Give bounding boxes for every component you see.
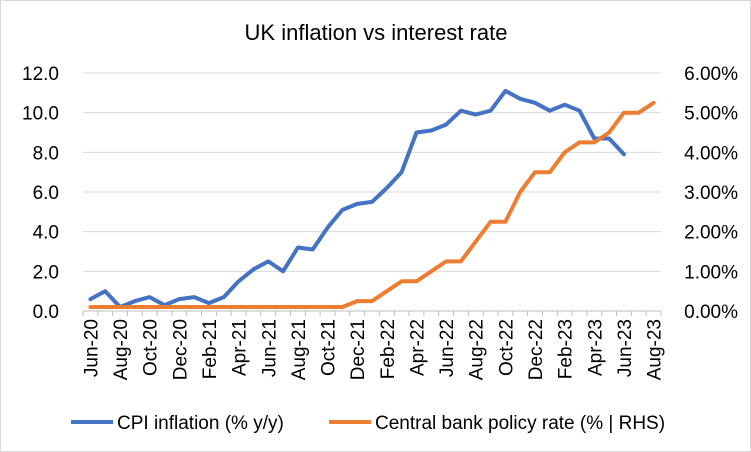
x-axis: Jun-20 Aug-20 Oct-20 Dec-20 Feb-21 Apr-21 Jun-…: [81, 310, 666, 380]
x-tick-label: Jun-22: [437, 319, 458, 377]
legend-label-policy-rate: Central bank policy rate (% | RHS): [375, 413, 665, 434]
y-left-tick-label: 6.0: [33, 183, 59, 204]
x-tick-label: Aug-20: [111, 319, 132, 380]
right-axis: 0.00% 1.00% 2.00% 3.00% 4.00% 5.00% 6.00%: [684, 64, 738, 323]
legend: CPI inflation (% y/y) Central bank polic…: [71, 413, 665, 434]
series-line-policy-rate: [88, 100, 656, 309]
x-tick-label: Feb-23: [556, 319, 577, 379]
x-tick-label: Dec-22: [526, 319, 547, 380]
y-right-tick-label: 0.00%: [684, 302, 738, 323]
y-right-tick-label: 1.00%: [684, 262, 738, 283]
x-tick-label: Jun-23: [615, 319, 636, 377]
x-tick-label: Oct-22: [496, 319, 517, 376]
x-tick-label: Apr-23: [585, 319, 606, 376]
y-left-tick-label: 8.0: [33, 143, 59, 164]
y-left-tick-label: 12.0: [22, 64, 59, 85]
series-line-cpi: [88, 88, 626, 309]
y-right-tick-label: 4.00%: [684, 143, 738, 164]
y-right-tick-label: 2.00%: [684, 223, 738, 244]
x-tick-label: Aug-22: [467, 319, 488, 380]
x-tick-label: Jun-21: [259, 319, 280, 377]
x-tick-label: Feb-21: [200, 319, 221, 379]
x-tick-label: Oct-20: [141, 319, 162, 376]
x-tick-label: Feb-22: [378, 319, 399, 379]
series-layer: [88, 88, 656, 309]
x-tick-label: Apr-21: [230, 319, 251, 376]
x-tick-label: Dec-21: [348, 319, 369, 380]
x-tick-label: Aug-23: [645, 319, 666, 380]
x-tick-label: Dec-20: [170, 319, 191, 380]
x-tick-label: Apr-22: [407, 319, 428, 376]
x-tick-label: Jun-20: [81, 319, 102, 377]
y-right-tick-label: 3.00%: [684, 183, 738, 204]
y-left-tick-label: 4.0: [33, 223, 59, 244]
y-left-tick-label: 10.0: [22, 104, 59, 125]
y-left-tick-label: 0.0: [33, 302, 59, 323]
chart-title: UK inflation vs interest rate: [245, 20, 508, 45]
y-right-tick-label: 5.00%: [684, 104, 738, 125]
left-axis: 0.0 2.0 4.0 6.0 8.0 10.0 12.0: [22, 64, 59, 323]
gridlines: [83, 72, 661, 272]
y-left-tick-label: 2.0: [33, 262, 59, 283]
x-tick-label: Oct-21: [319, 319, 340, 376]
y-right-tick-label: 6.00%: [684, 64, 738, 85]
legend-label-cpi: CPI inflation (% y/y): [117, 413, 284, 434]
x-tick-label: Aug-21: [289, 319, 310, 380]
